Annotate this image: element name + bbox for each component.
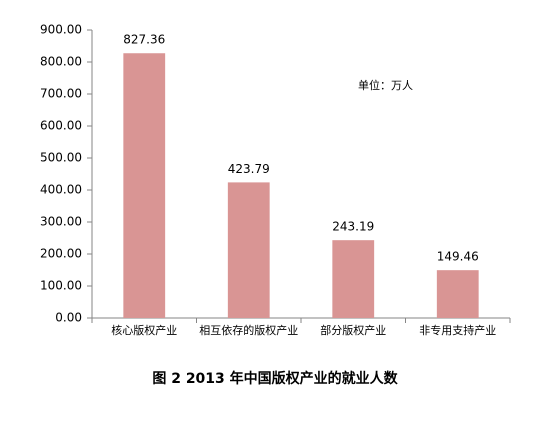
- data-label: 827.36: [123, 33, 165, 47]
- x-tick-label: 核心版权产业: [111, 323, 177, 337]
- chart-title: 图 2 2013 年中国版权产业的就业人数: [152, 370, 398, 387]
- x-tick-label: 非专用支持产业: [419, 323, 496, 337]
- bar: [332, 240, 375, 318]
- y-tick-label: 200.00: [40, 247, 82, 261]
- y-tick-label: 500.00: [40, 151, 82, 165]
- data-label: 243.19: [332, 220, 374, 234]
- y-tick-label: 0.00: [55, 311, 82, 325]
- y-tick-label: 800.00: [40, 55, 82, 69]
- y-tick-label: 300.00: [40, 215, 82, 229]
- y-tick-label: 900.00: [40, 23, 82, 37]
- y-tick-label: 700.00: [40, 87, 82, 101]
- data-label: 423.79: [228, 162, 270, 176]
- data-label: 149.46: [437, 250, 479, 264]
- x-tick-label: 部分版权产业: [320, 323, 386, 337]
- y-tick-label: 100.00: [40, 279, 82, 293]
- x-tick-label: 相互依存的版权产业: [199, 323, 298, 337]
- y-tick-label: 600.00: [40, 119, 82, 133]
- bar: [436, 270, 479, 318]
- y-tick-label: 400.00: [40, 183, 82, 197]
- bar: [123, 53, 166, 318]
- bar: [227, 182, 270, 318]
- unit-annotation: 单位：万人: [358, 78, 413, 92]
